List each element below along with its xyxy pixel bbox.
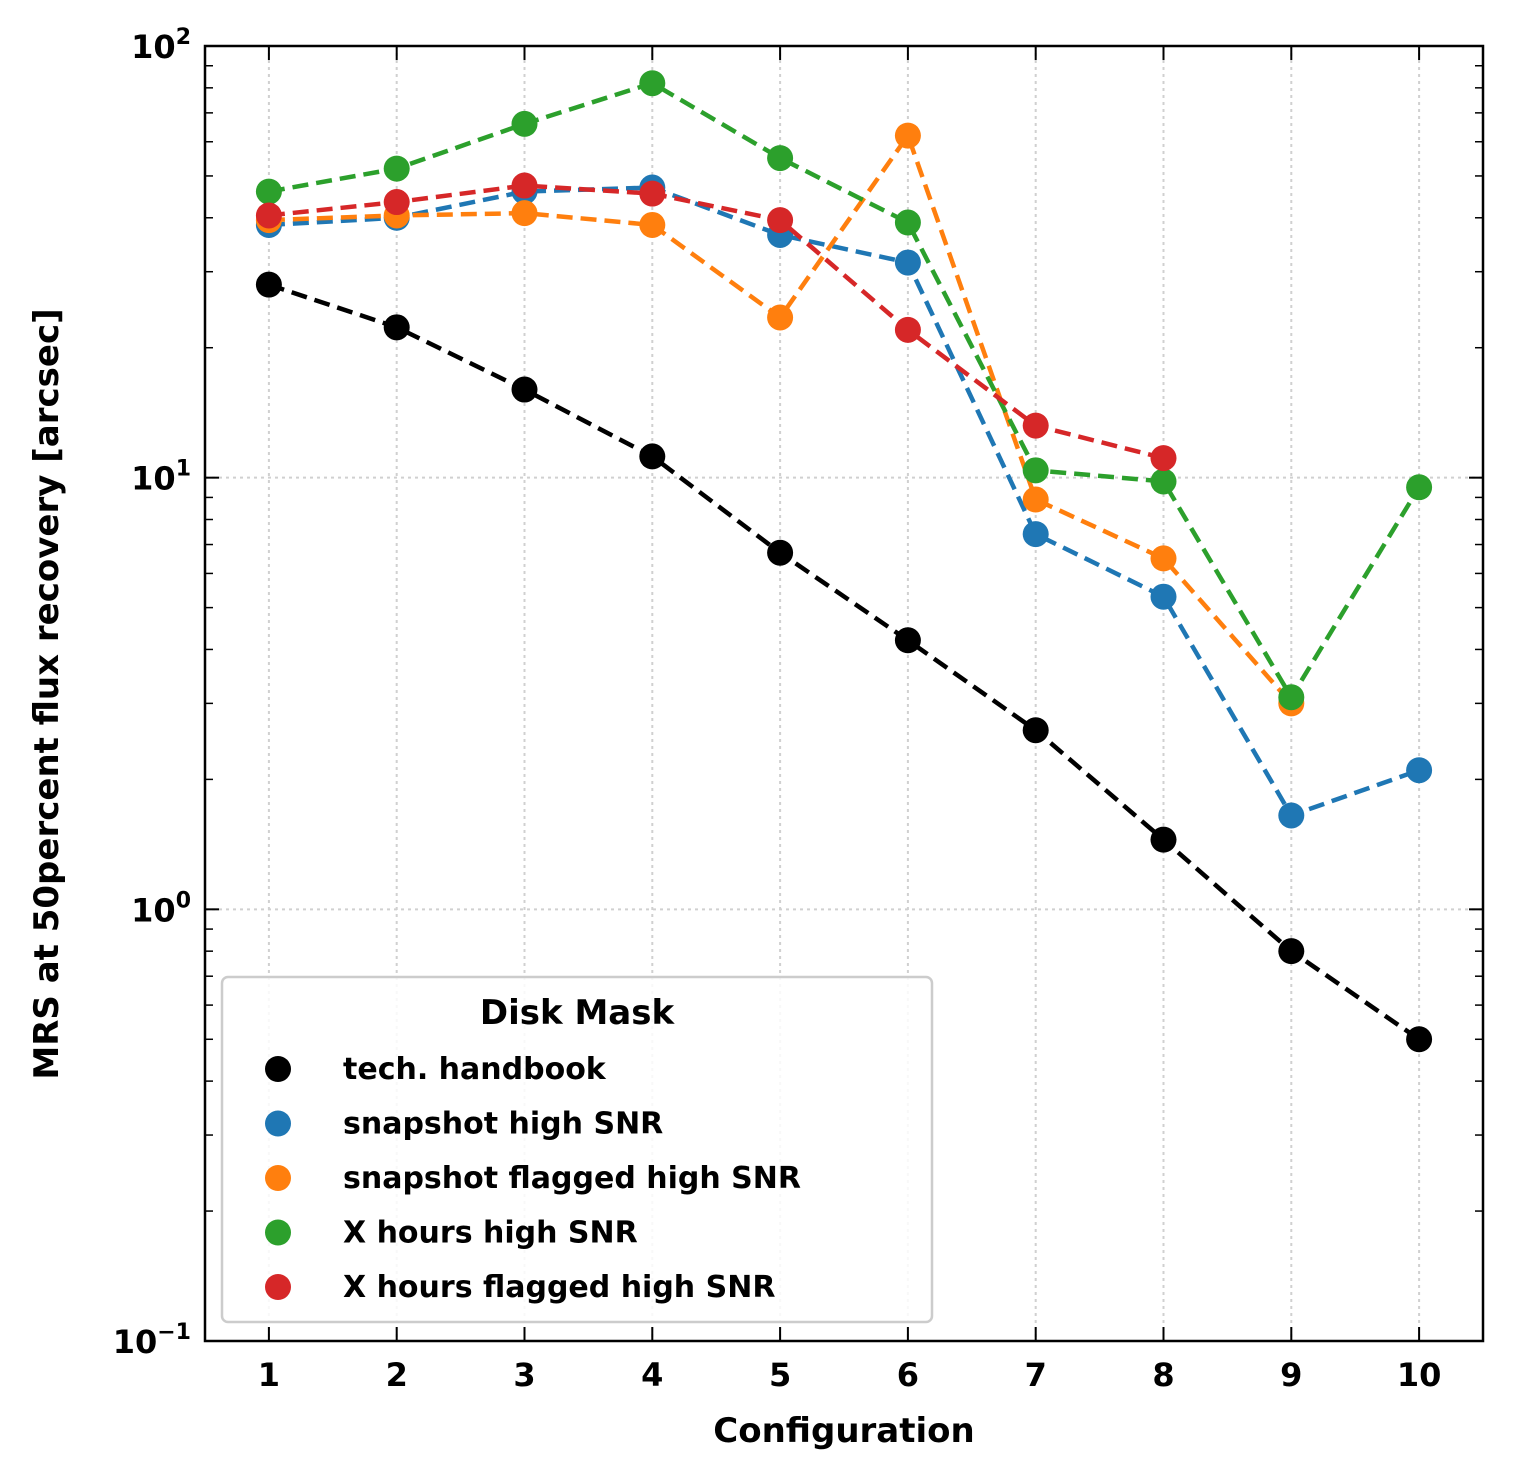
x-tick-label: 10	[1397, 1356, 1442, 1394]
data-point	[1150, 468, 1177, 495]
legend-label: snapshot high SNR	[343, 1107, 663, 1142]
x-tick-label: 4	[641, 1356, 663, 1394]
x-tick-label: 5	[769, 1356, 791, 1394]
legend-label: tech. handbook	[343, 1052, 607, 1087]
legend-marker	[265, 1056, 291, 1082]
data-point	[767, 145, 794, 172]
legend-marker	[265, 1274, 291, 1300]
x-tick-labels: 1 2 3 4 5 6 7 8 9 10	[258, 1356, 1442, 1394]
data-point	[511, 376, 538, 403]
data-point	[511, 110, 538, 137]
data-point	[639, 443, 666, 470]
x-tick-label: 2	[386, 1356, 408, 1394]
data-point	[1150, 826, 1177, 853]
data-point	[511, 200, 538, 227]
series-line	[268, 282, 1421, 1042]
data-point	[383, 314, 410, 341]
legend-label: snapshot flagged high SNR	[343, 1161, 801, 1196]
data-point	[1022, 457, 1049, 484]
data-point	[1278, 684, 1305, 711]
data-point	[1022, 412, 1049, 439]
legend-label: X hours high SNR	[343, 1216, 638, 1251]
legend-box	[220, 975, 934, 1324]
data-point	[767, 207, 794, 234]
legend-marker	[265, 1165, 291, 1191]
data-point	[383, 155, 410, 182]
legend-entries: tech. handbook snapshot high SNR snapshot …	[265, 1052, 801, 1305]
y-minor-ticks	[205, 65, 1483, 1212]
series-4	[255, 70, 1433, 711]
data-point	[1150, 545, 1177, 572]
legend-label: X hours flagged high SNR	[343, 1270, 775, 1305]
y-tick-label: 10−1	[113, 1320, 191, 1361]
x-tick-label: 6	[897, 1356, 919, 1394]
series-layer	[255, 70, 1433, 1053]
data-point	[1150, 583, 1177, 610]
data-point	[1278, 802, 1305, 829]
y-axis-label: MRS at 50percent flux recovery [arcsec]	[27, 308, 67, 1079]
data-point	[894, 209, 921, 236]
series-line	[268, 80, 1422, 702]
data-point	[1022, 717, 1049, 744]
data-point	[255, 178, 282, 205]
data-point	[639, 211, 666, 238]
data-point	[511, 172, 538, 199]
data-point	[255, 202, 282, 229]
x-tick-label: 9	[1280, 1356, 1302, 1394]
data-point	[894, 249, 921, 276]
x-tick-label: 7	[1025, 1356, 1047, 1394]
data-point	[1406, 757, 1433, 784]
data-point	[639, 180, 666, 207]
data-point	[894, 316, 921, 343]
data-point	[767, 539, 794, 566]
legend-marker	[265, 1219, 291, 1246]
y-tick-label: 100	[131, 888, 191, 929]
data-point	[1278, 938, 1305, 965]
y-tick-label: 102	[131, 25, 191, 66]
data-point	[767, 304, 794, 331]
legend: Disk Mask tech. handbook snapshot high SN…	[220, 975, 934, 1324]
y-tick-label: 101	[131, 457, 191, 498]
data-point	[639, 70, 666, 97]
data-point	[1022, 486, 1049, 513]
data-point	[383, 189, 410, 216]
legend-title: Disk Mask	[480, 993, 676, 1033]
x-tick-label: 1	[258, 1356, 280, 1394]
x-tick-label: 3	[513, 1356, 535, 1394]
data-point	[1150, 445, 1177, 472]
plot-frame	[203, 44, 1485, 1343]
series-line	[268, 185, 1420, 819]
data-point	[894, 627, 921, 654]
data-point	[1406, 474, 1433, 501]
series-1	[255, 271, 1433, 1053]
x-tick-label: 8	[1152, 1356, 1174, 1394]
series-line	[268, 183, 1165, 461]
legend-marker	[265, 1110, 291, 1137]
data-point	[255, 271, 282, 298]
series-2	[255, 174, 1433, 829]
x-axis-label: Configuration	[713, 1411, 974, 1451]
data-point	[1022, 521, 1049, 548]
data-point	[1406, 1026, 1433, 1053]
y-tick-labels: 10−1 100 101 102	[113, 25, 191, 1361]
series-5	[255, 172, 1177, 472]
data-point	[894, 122, 921, 149]
